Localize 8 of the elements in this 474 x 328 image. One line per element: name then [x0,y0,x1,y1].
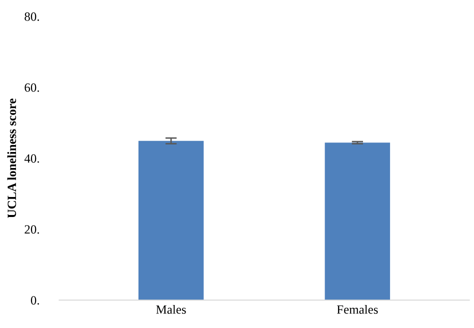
x-tick-label: Females [336,304,378,314]
y-tick-label: 40. [24,154,39,163]
y-tick-label: 80. [24,12,39,21]
y-axis-title: UCLA loneliness score [7,98,16,218]
y-tick-label: 20. [24,225,39,234]
x-tick-label: Males [156,304,186,314]
y-tick-label: 60. [24,83,39,92]
y-tick-label: 0. [30,296,39,305]
